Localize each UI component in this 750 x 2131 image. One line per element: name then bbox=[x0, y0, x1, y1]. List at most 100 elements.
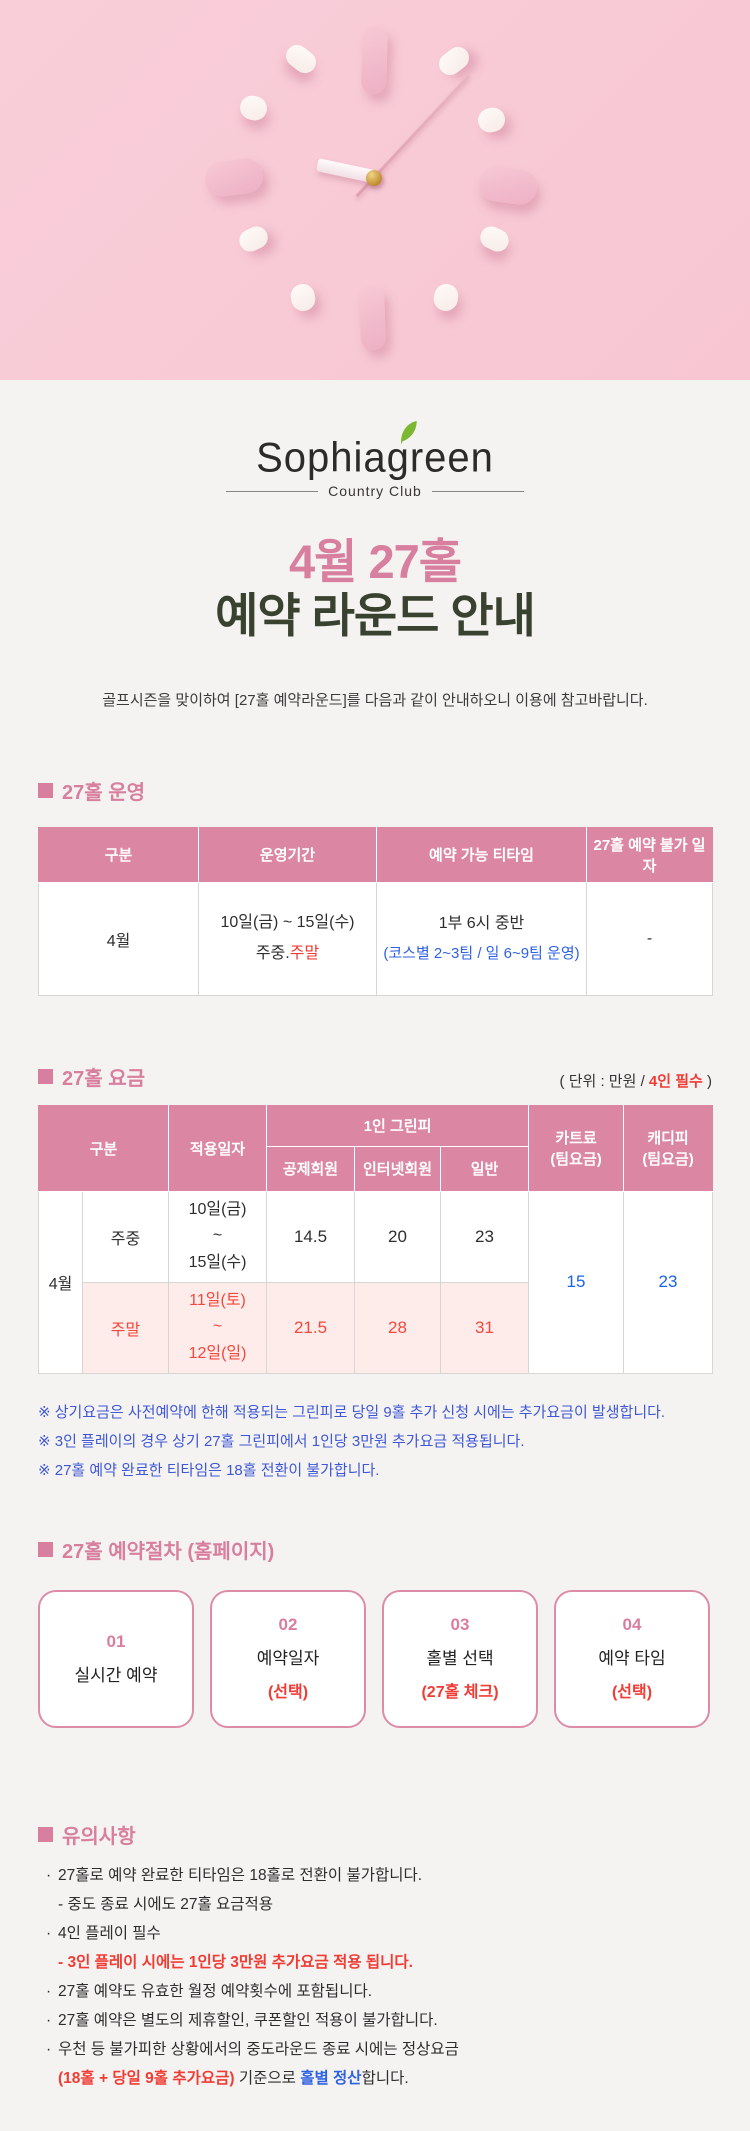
weekend-internet-fee: 28 bbox=[354, 1281, 442, 1374]
fee-table: 구분 적용일자 1인 그린피 카트료 (팀요금) 캐디피 (팀요금) bbox=[37, 1104, 714, 1374]
procedure-heading-text: 27홀 예약절차 (홈페이지) bbox=[62, 1540, 275, 1563]
pill-7 bbox=[288, 282, 318, 313]
caddy-fee: 23 bbox=[623, 1190, 714, 1374]
caution-item: · 27홀로 예약 완료한 티타임은 18홀로 전환이 불가합니다. bbox=[46, 1866, 423, 1884]
weekday-label: 주중 bbox=[81, 1190, 170, 1283]
section-procedure: 27홀 예약절차 (홈페이지) 01 실시간 예약 02 예약일자 (선택) 0… bbox=[38, 1535, 712, 1728]
caution-item-mixed: (18홀 + 당일 9홀 추가요금) 기준으로 홀별 정산합니다. bbox=[58, 2069, 409, 2087]
weekend-label: 주말 bbox=[81, 1281, 170, 1374]
step-number: 03 bbox=[450, 1615, 470, 1635]
procedure-heading: 27홀 예약절차 (홈페이지) bbox=[38, 1535, 712, 1564]
logo-sub-text: Country Club bbox=[328, 483, 422, 499]
caution-item: - 중도 종료 시에도 27홀 요금적용 bbox=[58, 1895, 274, 1913]
fee-notes: ※ 상기요금은 사전예약에 한해 적용되는 그린피로 당일 9홀 추가 신청 시… bbox=[38, 1398, 712, 1485]
fee-col-member: 공제회원 bbox=[266, 1145, 356, 1192]
op-teetime: 1부 6시 중반 (코스별 2~3팀 / 일 6~9팀 운영) bbox=[376, 881, 587, 996]
step-number: 04 bbox=[622, 1615, 642, 1635]
hero-pill-clock-image bbox=[0, 0, 750, 380]
op-period: 10일(금) ~ 15일(수) 주중.주말 bbox=[198, 881, 377, 996]
section-square-icon bbox=[38, 1826, 53, 1842]
pill-12 bbox=[360, 25, 389, 95]
caution-list: · 27홀로 예약 완료한 티타임은 18홀로 전환이 불가합니다. - 중도 종… bbox=[38, 1861, 712, 2093]
section-square-icon bbox=[38, 782, 53, 798]
section-square-icon bbox=[38, 1541, 53, 1557]
fee-col-cart: 카트료 (팀요금) bbox=[528, 1104, 625, 1192]
weekend-dates: 11일(토) ~ 12일(일) bbox=[168, 1281, 268, 1374]
fee-col-greenfee: 1인 그린피 bbox=[266, 1104, 530, 1147]
step-label: 실시간 예약 bbox=[74, 1665, 158, 1685]
fee-note-3: ※ 27홀 예약 완료한 티타임은 18홀 전환이 불가합니다. bbox=[38, 1461, 380, 1479]
step-sublabel: (선택) bbox=[611, 1684, 653, 1702]
operation-row: 4월 10일(금) ~ 15일(수) 주중.주말 1부 6시 중반 (코스별 2… bbox=[38, 881, 713, 996]
section-operation: 27홀 운영 구분 운영기간 예약 가능 티타임 27홀 예약 불가 일자 4월 bbox=[38, 776, 713, 996]
op-period-line1: 10일(금) ~ 15일(수) bbox=[220, 914, 355, 932]
clock-center-pin bbox=[366, 170, 382, 186]
operation-table: 구분 운영기간 예약 가능 티타임 27홀 예약 불가 일자 4월 10일(금)… bbox=[38, 826, 713, 996]
cautions-heading-text: 유의사항 bbox=[62, 1825, 136, 1848]
fee-col-caddy: 캐디피 (팀요금) bbox=[623, 1104, 714, 1192]
step-label: 홀별 선택 bbox=[426, 1649, 494, 1669]
cart-fee: 15 bbox=[528, 1190, 625, 1374]
step-label: 예약 타임 bbox=[598, 1649, 666, 1669]
logo-rule-left bbox=[226, 490, 319, 492]
weekday-dates: 10일(금) ~ 15일(수) bbox=[168, 1190, 268, 1283]
pill-4 bbox=[476, 222, 513, 256]
fees-heading: 27홀 요금 bbox=[38, 1062, 145, 1091]
step-4-reservation-time: 04 예약 타임 (선택) bbox=[554, 1589, 710, 1728]
fee-col-general: 일반 bbox=[440, 1145, 530, 1192]
page-title: 4월 27홀 예약 라운드 안내 bbox=[38, 535, 712, 643]
caution-item-red: - 3인 플레이 시에는 1인당 3만원 추가요금 적용 됩니다. bbox=[58, 1953, 413, 1971]
fees-heading-text: 27홀 요금 bbox=[62, 1067, 146, 1090]
op-period-line2: 주중.주말 bbox=[255, 944, 320, 962]
op-teetime-line2: (코스별 2~3팀 / 일 6~9팀 운영) bbox=[383, 944, 580, 962]
pill-3 bbox=[476, 164, 540, 207]
step-sublabel: (27홀 체크) bbox=[421, 1684, 499, 1702]
section-fees: 27홀 요금 ( 단위 : 만원 / 4인 필수 ) 구분 적용일자 1인 그린… bbox=[37, 1062, 714, 1485]
weekend-member-fee: 21.5 bbox=[266, 1281, 356, 1374]
op-unavailable: - bbox=[586, 881, 713, 996]
pill-10 bbox=[237, 92, 270, 124]
fee-note-2: ※ 3인 플레이의 경우 상기 27홀 그린피에서 1인당 3만원 추가요금 적… bbox=[38, 1432, 525, 1450]
logo: Sophiagreen Country Club bbox=[38, 420, 712, 510]
page-title-line2: 예약 라운드 안내 bbox=[215, 588, 536, 642]
fee-col-gubun: 구분 bbox=[37, 1104, 170, 1192]
operation-heading: 27홀 운영 bbox=[38, 776, 712, 805]
step-2-reservation-date: 02 예약일자 (선택) bbox=[210, 1589, 366, 1728]
op-col-gubun: 구분 bbox=[38, 826, 199, 883]
pill-6 bbox=[358, 285, 387, 351]
weekday-general-fee: 23 bbox=[440, 1190, 530, 1283]
fee-unit-note: ( 단위 : 만원 / 4인 필수 ) bbox=[559, 1072, 712, 1090]
leaf-icon bbox=[395, 420, 421, 450]
page-subtitle: 골프시즌을 맞이하여 [27홀 예약라운드]를 다음과 같이 안내하오니 이용에… bbox=[102, 691, 648, 709]
op-col-block: 27홀 예약 불가 일자 bbox=[586, 826, 713, 883]
pill-9 bbox=[202, 156, 266, 199]
operation-heading-text: 27홀 운영 bbox=[62, 781, 146, 804]
section-cautions: 유의사항 · 27홀로 예약 완료한 티타임은 18홀로 전환이 불가합니다. -… bbox=[38, 1820, 712, 2093]
fee-col-date: 적용일자 bbox=[168, 1104, 268, 1192]
weekday-internet-fee: 20 bbox=[354, 1190, 442, 1283]
logo-rule-right bbox=[431, 490, 524, 492]
fee-month: 4월 bbox=[38, 1190, 83, 1374]
op-month: 4월 bbox=[38, 881, 199, 996]
fee-row-weekend: 주말 11일(토) ~ 12일(일) 21.5 28 31 bbox=[39, 1281, 713, 1374]
caution-item: · 27홀 예약도 유효한 월정 예약횟수에 포함됩니다. bbox=[46, 1982, 373, 2000]
step-number: 01 bbox=[106, 1631, 126, 1651]
weekday-member-fee: 14.5 bbox=[266, 1190, 356, 1283]
cautions-heading: 유의사항 bbox=[38, 1820, 712, 1849]
fee-note-1: ※ 상기요금은 사전예약에 한해 적용되는 그린피로 당일 9홀 추가 신청 시… bbox=[38, 1403, 666, 1421]
logo-name: Sophiagreen bbox=[256, 434, 494, 482]
step-sublabel: (선택) bbox=[267, 1684, 309, 1702]
weekend-general-fee: 31 bbox=[440, 1281, 530, 1374]
op-teetime-line1: 1부 6시 중반 bbox=[438, 915, 525, 933]
pill-5 bbox=[431, 282, 461, 313]
fee-row-weekday: 4월 주중 10일(금) ~ 15일(수) 14.5 20 23 15 23 bbox=[38, 1190, 714, 1374]
step-number: 02 bbox=[278, 1615, 298, 1635]
step-3-hole-select: 03 홀별 선택 (27홀 체크) bbox=[382, 1589, 538, 1728]
step-1-realtime-reservation: 01 실시간 예약 bbox=[38, 1589, 194, 1728]
procedure-steps: 01 실시간 예약 02 예약일자 (선택) 03 홀별 선택 (27홀 체크)… bbox=[38, 1589, 712, 1728]
pill-2 bbox=[475, 104, 508, 136]
op-col-period: 운영기간 bbox=[198, 826, 377, 883]
caution-item: · 4인 플레이 필수 bbox=[46, 1924, 161, 1942]
section-square-icon bbox=[38, 1068, 53, 1084]
